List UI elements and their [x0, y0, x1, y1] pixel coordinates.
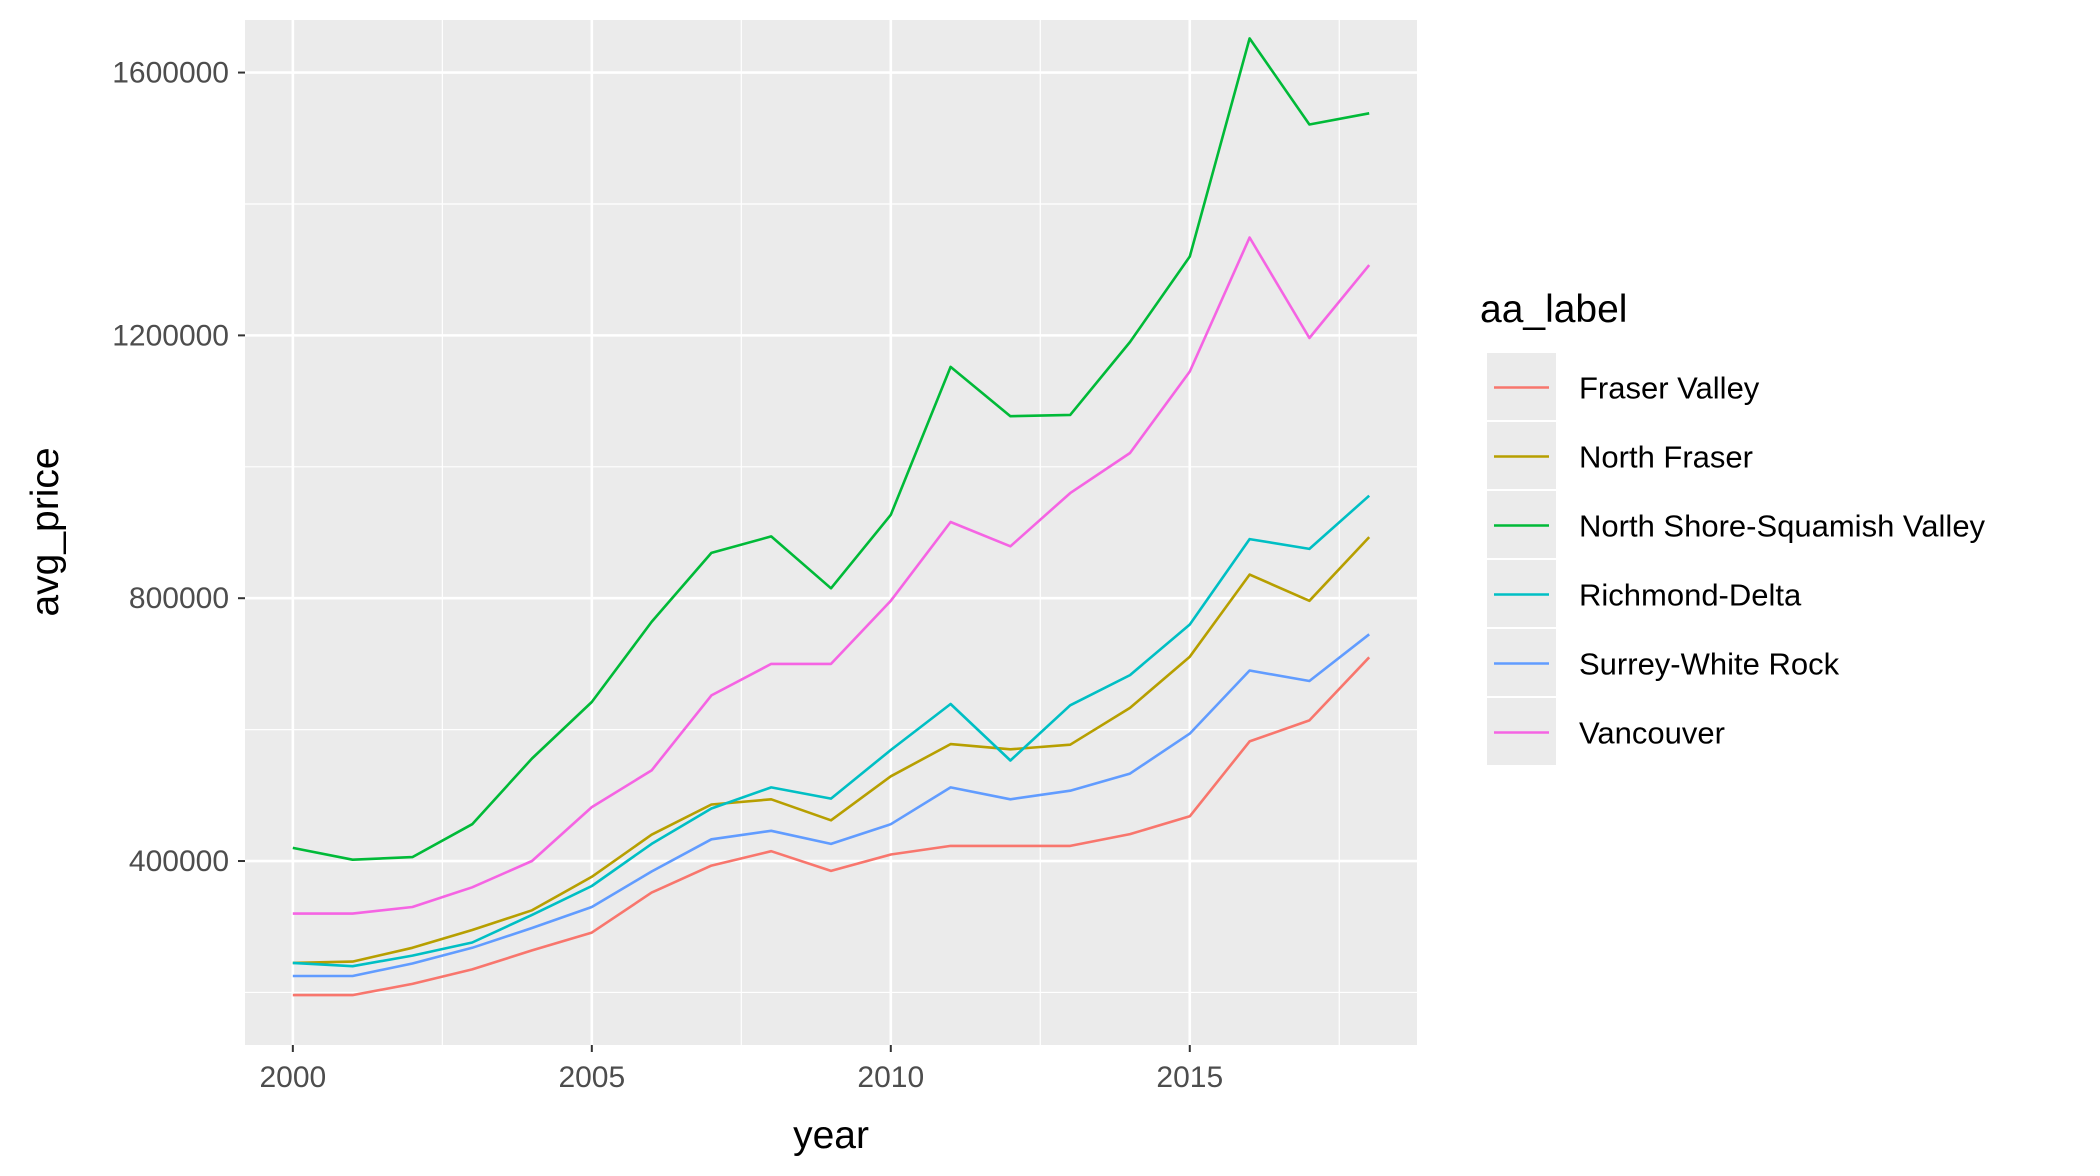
- series-line: [292, 633, 1371, 978]
- legend-title: aa_label: [1480, 288, 1627, 331]
- grid-minor: [245, 20, 1417, 1045]
- grid-major: [245, 20, 1417, 1045]
- legend: aa_label Fraser Valley North Fraser North …: [1480, 288, 1986, 765]
- x-tick-label: 2010: [857, 1061, 924, 1094]
- x-axis: 2000 2005 2010 2015: [259, 1045, 1223, 1094]
- y-axis: 400000 800000 1200000 1600000: [112, 57, 245, 878]
- y-axis-title: avg_price: [24, 447, 67, 616]
- series-line: [292, 536, 1371, 965]
- series-line: [292, 494, 1371, 968]
- legend-label: Richmond-Delta: [1579, 578, 1802, 613]
- legend-label: Surrey-White Rock: [1579, 647, 1840, 682]
- series-line: [292, 236, 1371, 915]
- plot-panel: [245, 20, 1417, 1045]
- x-tick-label: 2000: [259, 1061, 326, 1094]
- x-tick-label: 2015: [1156, 1061, 1223, 1094]
- x-axis-title: year: [793, 1114, 869, 1157]
- series-line: [292, 37, 1370, 862]
- y-tick-label: 1600000: [112, 57, 229, 90]
- legend-label: North Shore-Squamish Valley: [1579, 509, 1986, 544]
- legend-items: Fraser Valley North Fraser North Shore-Squ…: [1487, 353, 1986, 765]
- y-tick-label: 1200000: [112, 319, 229, 352]
- legend-label: Fraser Valley: [1579, 371, 1760, 406]
- y-tick-label: 400000: [129, 845, 229, 878]
- legend-label: North Fraser: [1579, 440, 1753, 475]
- legend-label: Vancouver: [1579, 716, 1725, 751]
- x-tick-label: 2005: [558, 1061, 625, 1094]
- series-lines: [292, 37, 1371, 997]
- series-line: [292, 656, 1371, 997]
- y-tick-label: 800000: [129, 582, 229, 615]
